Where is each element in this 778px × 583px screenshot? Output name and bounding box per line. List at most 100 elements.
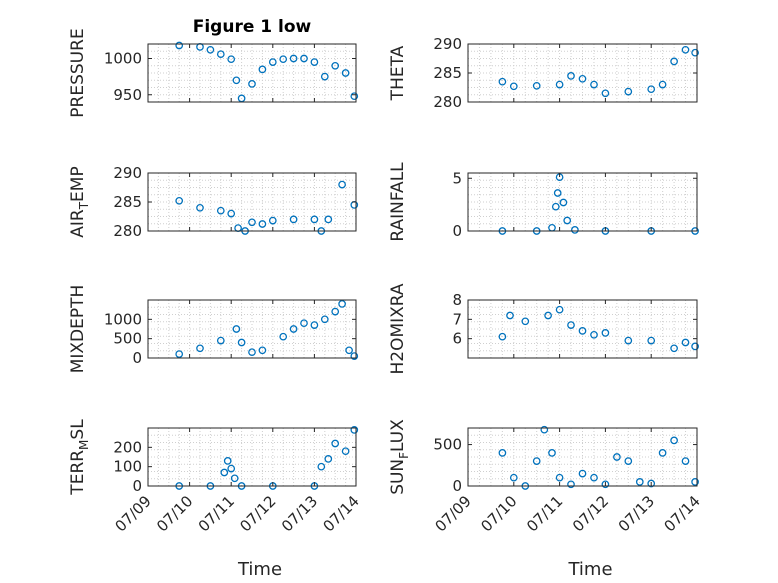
data-point	[310, 215, 319, 224]
grid	[467, 428, 698, 486]
data-point	[567, 480, 575, 489]
data-point	[341, 69, 350, 77]
plot-area	[148, 173, 356, 231]
y-axis-label: H2OMIXRA	[388, 283, 408, 374]
y-tick-label: 0	[452, 477, 462, 495]
data-point	[670, 436, 678, 445]
y-axis-label: THETA	[388, 45, 408, 101]
x-tick-label: 07/10	[477, 492, 520, 535]
data-point	[521, 317, 530, 326]
axes-frame	[147, 43, 357, 103]
chart-title: Figure 1 low	[193, 17, 312, 37]
y-tick-label: 290	[113, 164, 142, 182]
data-point	[258, 220, 267, 228]
data-point	[196, 344, 204, 353]
data-point	[279, 332, 288, 341]
data-point	[216, 336, 225, 345]
data-point	[258, 346, 267, 355]
data-point	[681, 45, 690, 54]
data-point	[175, 350, 184, 358]
y-tick-label: 7	[452, 310, 462, 328]
data-point	[230, 474, 239, 483]
data-point	[613, 453, 621, 461]
y-tick-label: 1000	[104, 310, 142, 328]
data-point	[590, 330, 598, 339]
y-axis-label: PRESSURE	[68, 28, 88, 117]
data-point	[216, 206, 225, 215]
data-point	[248, 80, 256, 88]
data-point	[268, 58, 277, 66]
data-point	[324, 455, 333, 463]
data-point	[624, 457, 633, 465]
data-point	[532, 81, 541, 90]
data-point	[341, 447, 350, 456]
series-points	[498, 425, 699, 490]
data-point	[289, 325, 298, 333]
data-point	[320, 315, 329, 324]
data-point	[544, 311, 552, 320]
data-point	[320, 72, 329, 81]
data-point	[578, 74, 587, 83]
x-tick-label: 07/10	[153, 492, 196, 535]
data-point	[237, 338, 246, 347]
data-point	[691, 48, 699, 57]
series-points	[175, 180, 359, 235]
data-point	[324, 215, 333, 224]
data-point	[227, 209, 236, 218]
data-point	[232, 76, 241, 85]
y-tick-label: 280	[433, 93, 462, 111]
x-tick-label: 07/12	[569, 492, 612, 535]
y-tick-label: 6	[452, 330, 462, 348]
data-point	[567, 321, 575, 329]
y-tick-label: 0	[132, 477, 142, 495]
data-point	[578, 469, 587, 478]
data-point	[227, 464, 236, 473]
data-point	[563, 216, 572, 225]
data-point	[601, 329, 610, 337]
y-tick-label: 1000	[104, 50, 142, 68]
data-point	[624, 87, 633, 96]
grid	[147, 300, 357, 358]
data-point	[647, 336, 656, 345]
data-point	[310, 58, 319, 66]
data-point	[331, 307, 340, 316]
y-tick-label: 285	[113, 193, 142, 211]
data-point	[220, 468, 229, 477]
y-axis-label: RAINFALL	[388, 162, 408, 242]
x-tick-label: 07/13	[278, 492, 321, 535]
x-tick-label: 07/09	[432, 492, 475, 535]
data-point	[601, 89, 610, 98]
data-point	[506, 311, 514, 320]
series-points	[175, 300, 359, 360]
data-point	[206, 45, 215, 54]
data-point	[555, 305, 564, 314]
data-point	[331, 61, 340, 70]
data-point	[590, 80, 598, 89]
data-point	[601, 480, 610, 489]
grid	[147, 428, 357, 486]
data-point	[658, 449, 667, 457]
y-tick-label: 200	[113, 438, 142, 456]
y-axis-label: MIXDEPTH	[68, 285, 88, 374]
y-tick-label: 500	[433, 436, 462, 454]
data-point	[624, 336, 633, 345]
series-points	[175, 41, 359, 103]
data-point	[227, 55, 236, 64]
data-point	[551, 202, 560, 211]
data-point	[691, 342, 699, 351]
data-point	[289, 215, 298, 224]
x-tick-label: 07/14	[320, 492, 363, 535]
series-points	[498, 45, 699, 98]
data-point	[338, 180, 346, 189]
data-point	[670, 57, 678, 66]
data-point	[567, 72, 575, 80]
data-point	[647, 85, 656, 94]
data-point	[559, 198, 568, 207]
x-tick-label: 07/13	[615, 492, 658, 535]
y-tick-label: 5	[452, 169, 462, 187]
series-points	[498, 305, 699, 353]
data-point	[553, 189, 562, 197]
x-axis-label: Time	[237, 559, 282, 580]
data-point	[310, 321, 319, 329]
x-tick-label: 07/14	[661, 492, 704, 535]
